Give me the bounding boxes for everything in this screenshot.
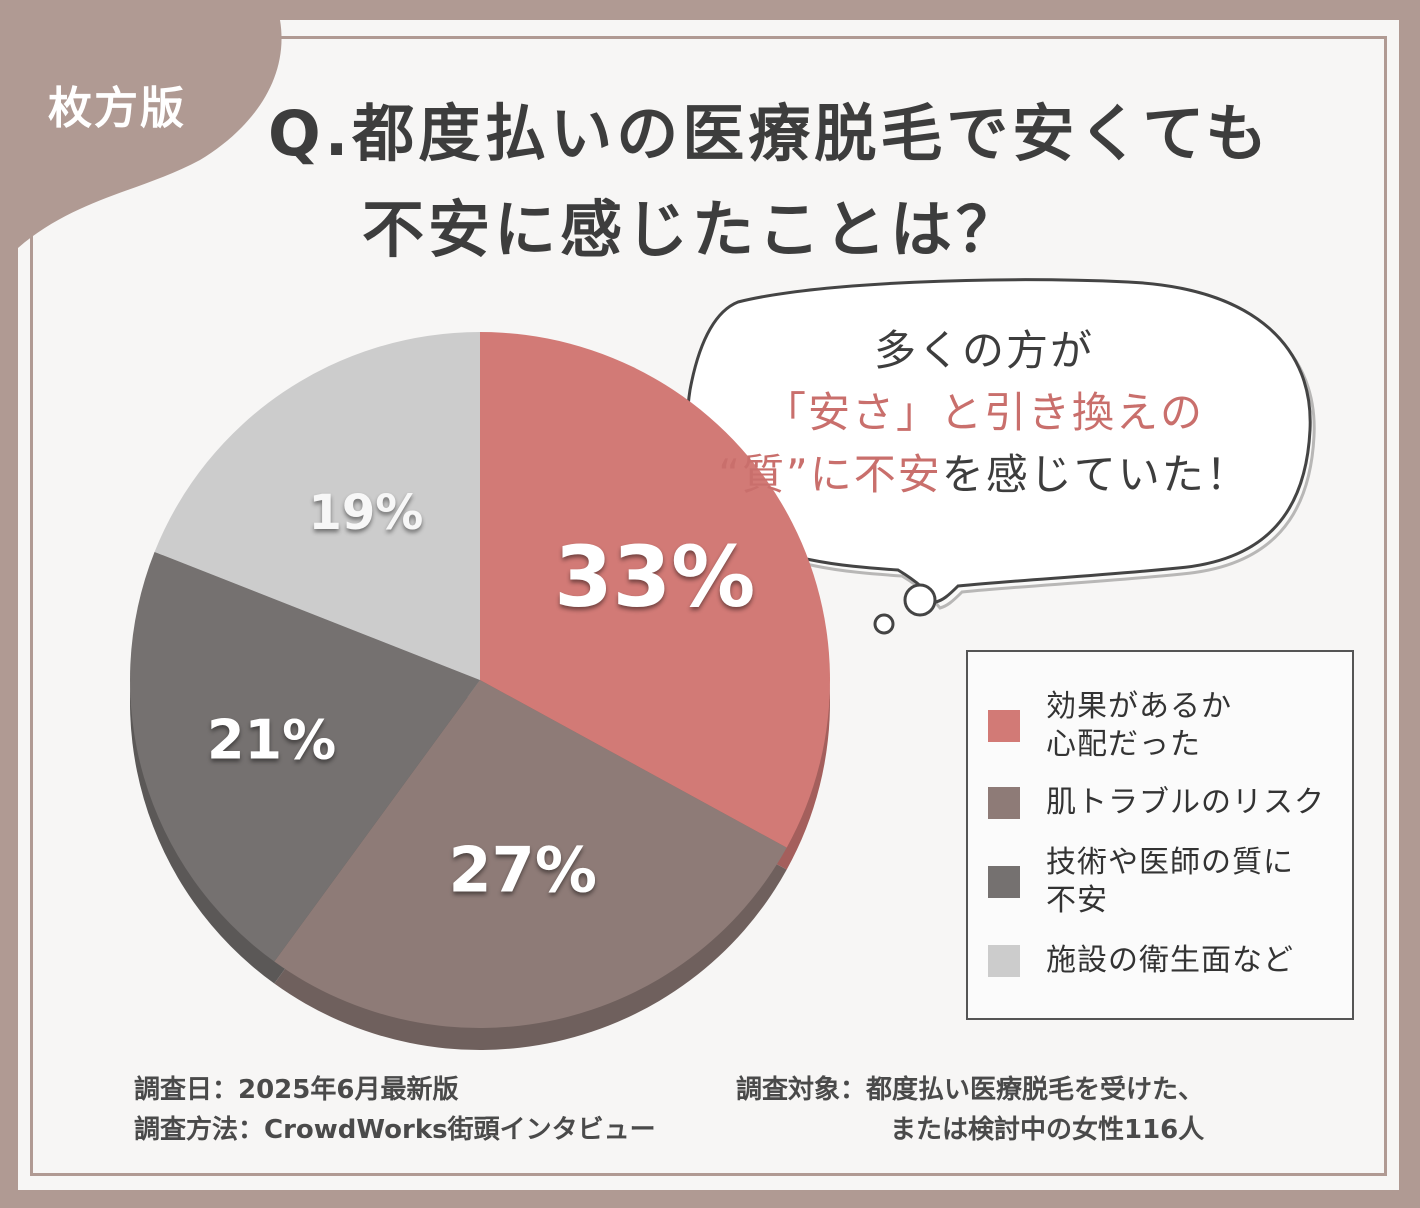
survey-target-line-2: または検討中の女性116人	[890, 1115, 1205, 1145]
survey-info-right: 調査対象：都度払い医療脱毛を受けた、 または検討中の女性116人	[736, 1070, 1204, 1150]
legend-swatch-effect	[988, 710, 1020, 742]
title-line-1: Q.都度払いの医療脱毛で安くても	[268, 97, 1272, 170]
pie-top-layer	[130, 332, 831, 1028]
bubble-message: 多くの方が 「安さ」と引き換えの “質”に不安を感じていた！	[684, 320, 1284, 506]
pie-slice-skill	[130, 551, 480, 962]
pie-slice-hygiene	[154, 332, 480, 680]
legend-item-effect: 効果があるか 心配だった	[988, 688, 1232, 764]
survey-date: 調査日：2025年6月最新版	[134, 1075, 459, 1105]
legend-label-skill: 技術や医師の質に 不安	[1046, 845, 1294, 918]
survey-info-left: 調査日：2025年6月最新版 調査方法：CrowdWorks街頭インタビュー	[134, 1070, 656, 1150]
slice-label-skill: 21%	[206, 708, 337, 772]
title-line-2: 不安に感じたことは？	[362, 193, 1023, 266]
bubble-line-3: “質”に不安を感じていた！	[684, 444, 1284, 506]
bubble-line-3-rest: を感じていた！	[941, 450, 1250, 499]
speech-bubble	[686, 278, 1316, 635]
region-tab-shape	[18, 20, 282, 248]
legend-label-skin: 肌トラブルのリスク	[1046, 785, 1325, 820]
slice-label-effect: 33%	[554, 528, 756, 627]
bubble-line-3-accent: “質”に不安	[718, 450, 942, 499]
bubble-line-1: 多くの方が	[873, 326, 1094, 375]
pie-slice-skin	[274, 680, 787, 1028]
infographic-card: 枚方版 Q.都度払いの医療脱毛で安くても 不安に感じたことは？ 33% 27% …	[18, 20, 1399, 1190]
bubble-line-2: 「安さ」と引き換えの	[763, 388, 1204, 437]
legend-item-hygiene: 施設の衛生面など	[988, 942, 1294, 980]
survey-method: 調査方法：CrowdWorks街頭インタビュー	[134, 1115, 656, 1145]
legend-label-hygiene: 施設の衛生面など	[1046, 943, 1294, 978]
legend-swatch-skill	[988, 866, 1020, 898]
chart-legend: 効果があるか 心配だった 肌トラブルのリスク 技術や医師の質に 不安 施設の衛生…	[966, 650, 1354, 1020]
slice-label-hygiene: 19%	[308, 485, 424, 542]
survey-target-line-1: 調査対象：都度払い医療脱毛を受けた、	[736, 1075, 1205, 1105]
region-label: 枚方版	[48, 83, 186, 134]
pie-chart	[130, 278, 1316, 1050]
question-title: Q.都度払いの医療脱毛で安くても 不安に感じたことは？	[268, 86, 1368, 278]
legend-swatch-skin	[988, 787, 1020, 819]
pie-slice-effect	[480, 332, 831, 848]
slice-label-skin: 27%	[448, 833, 597, 907]
legend-swatch-hygiene	[988, 945, 1020, 977]
legend-item-skill: 技術や医師の質に 不安	[988, 844, 1294, 920]
legend-item-skin: 肌トラブルのリスク	[988, 784, 1325, 822]
legend-label-effect: 効果があるか 心配だった	[1046, 689, 1232, 762]
